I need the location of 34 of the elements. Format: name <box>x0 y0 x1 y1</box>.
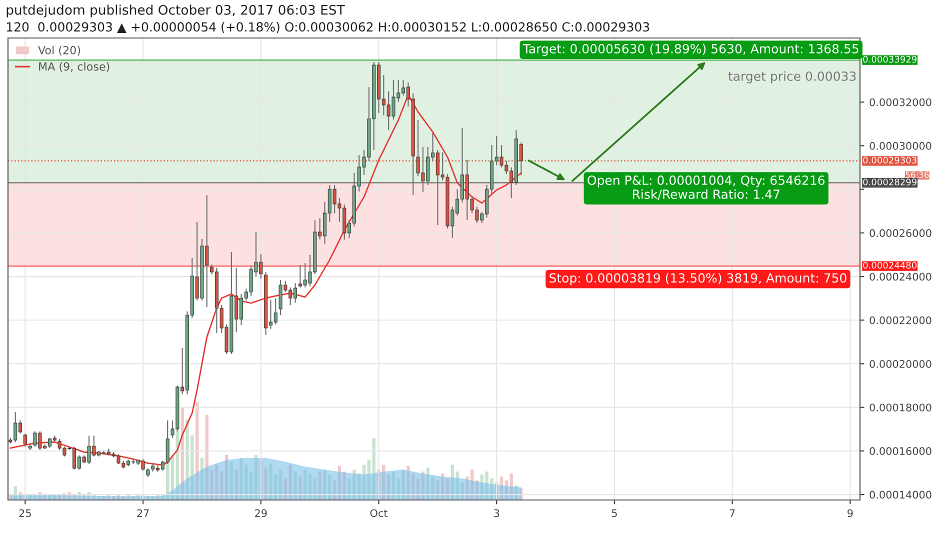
ref-line-label: 0.00033929 <box>863 56 916 63</box>
x-tick-label: 25 <box>19 509 31 518</box>
ref-line-label: 0.00028299 <box>863 178 916 186</box>
y-tick-label: 0.00020000 <box>870 360 932 368</box>
x-tick-label: Oct <box>370 509 388 518</box>
y-tick-label: 0.00026000 <box>870 229 932 238</box>
y-tick-label: 0.00030000 <box>870 142 932 150</box>
x-tick-label: 9 <box>848 509 853 518</box>
y-tick-label: 0.00032000 <box>870 98 932 106</box>
ref-line-label: 0.00029303 <box>863 156 916 164</box>
x-tick-label: 27 <box>137 509 149 517</box>
annotation: Open P&L: 0.00001004, Qty: 6546216 Risk/Reward Ratio: 1.47 <box>588 176 825 200</box>
annotation: target price 0.00033 <box>728 71 856 84</box>
bar <box>14 486 17 500</box>
annotation: Stop: 0.00003819 (13.50%) 3819, Amount: 750 <box>550 273 846 286</box>
y-tick-label: 0.00022000 <box>870 316 932 324</box>
candlestick <box>23 432 27 448</box>
x-tick-label: 7 <box>730 509 735 517</box>
y-tick-label: 0.00016000 <box>870 447 932 456</box>
chart-subtitle: 120 0.00029303 ▲ +0.00000054 (+0.18%) O:0.00030062 H:0.00030152 L:0.00028650 C:0.00029303 <box>6 22 650 34</box>
ref-line-label: 0.00024480 <box>863 262 917 269</box>
legend-label: Vol (20) <box>38 46 80 56</box>
x-tick-label: 5 <box>612 509 617 518</box>
bar <box>180 408 184 500</box>
y-tick-label: 0.00014000 <box>870 490 932 499</box>
chart-title: putdejudom published October 03, 2017 06:03 EST <box>6 4 345 18</box>
text: 56:36 <box>906 172 929 178</box>
x-tick-label: 3 <box>494 509 500 518</box>
annotation: Target: 0.00005630 (19.89%) 5630, Amount: 1368.55 <box>522 44 858 56</box>
legend-label: MA (9, close) <box>39 62 110 72</box>
x-tick-label: 29 <box>255 509 267 518</box>
y-tick-label: 0.00024000 <box>870 272 932 281</box>
bar <box>520 488 523 500</box>
y-tick-label: 0.00018000 <box>870 404 932 412</box>
